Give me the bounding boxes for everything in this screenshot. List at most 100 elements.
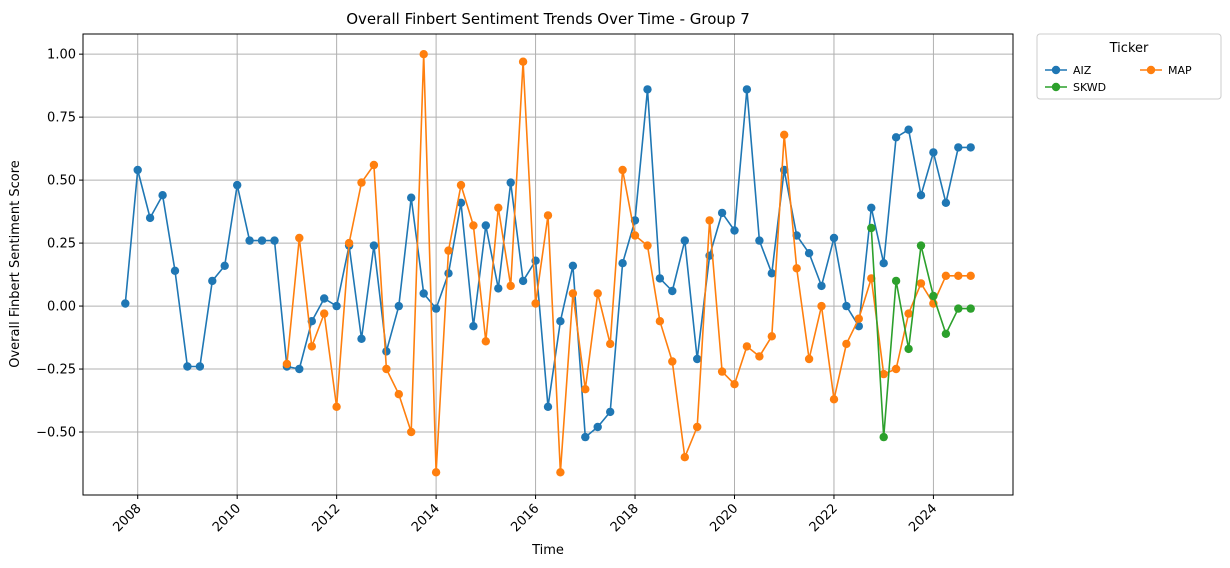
data-point-map [668,357,677,366]
data-point-aiz [170,266,180,275]
data-point-aiz [891,133,901,142]
data-point-map [755,352,764,361]
legend-item-map: MAP [1140,64,1192,77]
series-line-map [286,53,971,474]
data-point-aiz [867,203,876,212]
x-axis-label: Time [531,543,564,558]
data-point-aiz [730,226,739,235]
plot-frame [82,33,1014,496]
data-point-map [344,238,354,248]
data-point-map [618,165,627,175]
data-point-skwd [929,291,938,301]
x-tick-label: 2008 [111,501,145,535]
data-point-map [966,271,975,280]
data-point-aiz [357,334,366,343]
data-point-map [369,160,379,170]
data-point-skwd [879,432,888,442]
data-point-skwd [941,329,951,338]
data-point-map [494,203,503,212]
data-point-map [817,301,826,311]
data-point-map [581,385,590,394]
y-tick-label: 0.50 [47,174,76,189]
data-point-aiz [655,274,665,283]
data-point-aiz [593,422,602,432]
x-tick-label: 2018 [608,501,642,535]
y-tick-label: 0.75 [47,111,76,126]
data-point-aiz [419,289,428,298]
data-point-aiz [208,276,217,286]
legend-item-skwd: SKWD [1045,81,1106,94]
grid [83,34,1013,495]
legend-box [1036,33,1222,100]
data-point-aiz [456,198,466,207]
data-point-aiz [382,347,391,356]
data-point-map [469,221,478,230]
data-point-map [780,130,789,139]
data-point-aiz [929,148,938,157]
data-point-map [407,427,416,437]
data-point-aiz [916,191,926,200]
legend-label: SKWD [1073,81,1106,94]
data-point-map [804,354,814,364]
legend-swatch-marker [1146,65,1156,75]
data-point-map [655,317,665,326]
data-point-skwd [966,304,975,313]
data-point-aiz [842,301,851,311]
data-point-aiz [941,198,951,207]
y-tick-label: 0.00 [47,300,76,315]
data-point-map [444,246,453,255]
y-tick-label: 1.00 [47,48,76,63]
data-point-aiz [407,193,416,202]
y-tick-label: 0.25 [47,237,76,252]
series-map [282,50,975,477]
data-point-map [282,359,292,369]
data-point-aiz [183,362,192,371]
data-point-aiz [804,249,814,258]
data-point-map [556,468,565,477]
data-point-aiz [904,125,913,134]
data-point-map [543,211,553,220]
data-point-map [568,289,578,298]
series-line-skwd [870,227,971,438]
data-point-aiz [954,143,963,152]
data-point-skwd [916,241,926,250]
x-tick-label: 2010 [210,501,244,535]
data-point-aiz [643,85,652,94]
data-point-map [829,395,839,404]
data-point-map [456,180,466,190]
data-point-aiz [133,165,142,175]
data-point-aiz [494,284,503,293]
data-point-map [320,309,329,318]
data-point-map [854,314,863,323]
x-axis-ticks: 2008 2010 2012 2014 2016 2018 2020 2022 2024 [111,495,940,535]
data-point-skwd [954,304,963,313]
data-point-aiz [257,236,267,245]
series-skwd [867,223,975,442]
data-point-map [382,364,391,374]
data-point-aiz [668,286,677,296]
chart-title: Overall Finbert Sentiment Trends Over Ti… [346,10,750,28]
data-point-aiz [966,143,975,152]
data-point-map [792,264,801,273]
x-tick-label: 2022 [807,501,841,535]
data-point-aiz [518,276,528,286]
data-point-map [481,337,490,346]
data-point-aiz [158,191,167,200]
data-point-aiz [717,208,727,218]
y-tick-label: −0.50 [36,426,76,441]
data-point-aiz [742,85,752,94]
data-point-map [904,309,913,318]
data-point-aiz [121,299,130,308]
data-point-aiz [568,261,578,270]
data-point-aiz [506,178,515,187]
data-point-aiz [606,407,615,417]
data-point-map [332,402,341,411]
data-point-map [630,231,640,240]
data-point-aiz [195,362,205,371]
data-point-aiz [879,259,888,268]
data-point-aiz [431,304,441,313]
data-point-map [717,367,727,376]
data-point-skwd [891,276,901,286]
data-point-map [506,281,515,291]
